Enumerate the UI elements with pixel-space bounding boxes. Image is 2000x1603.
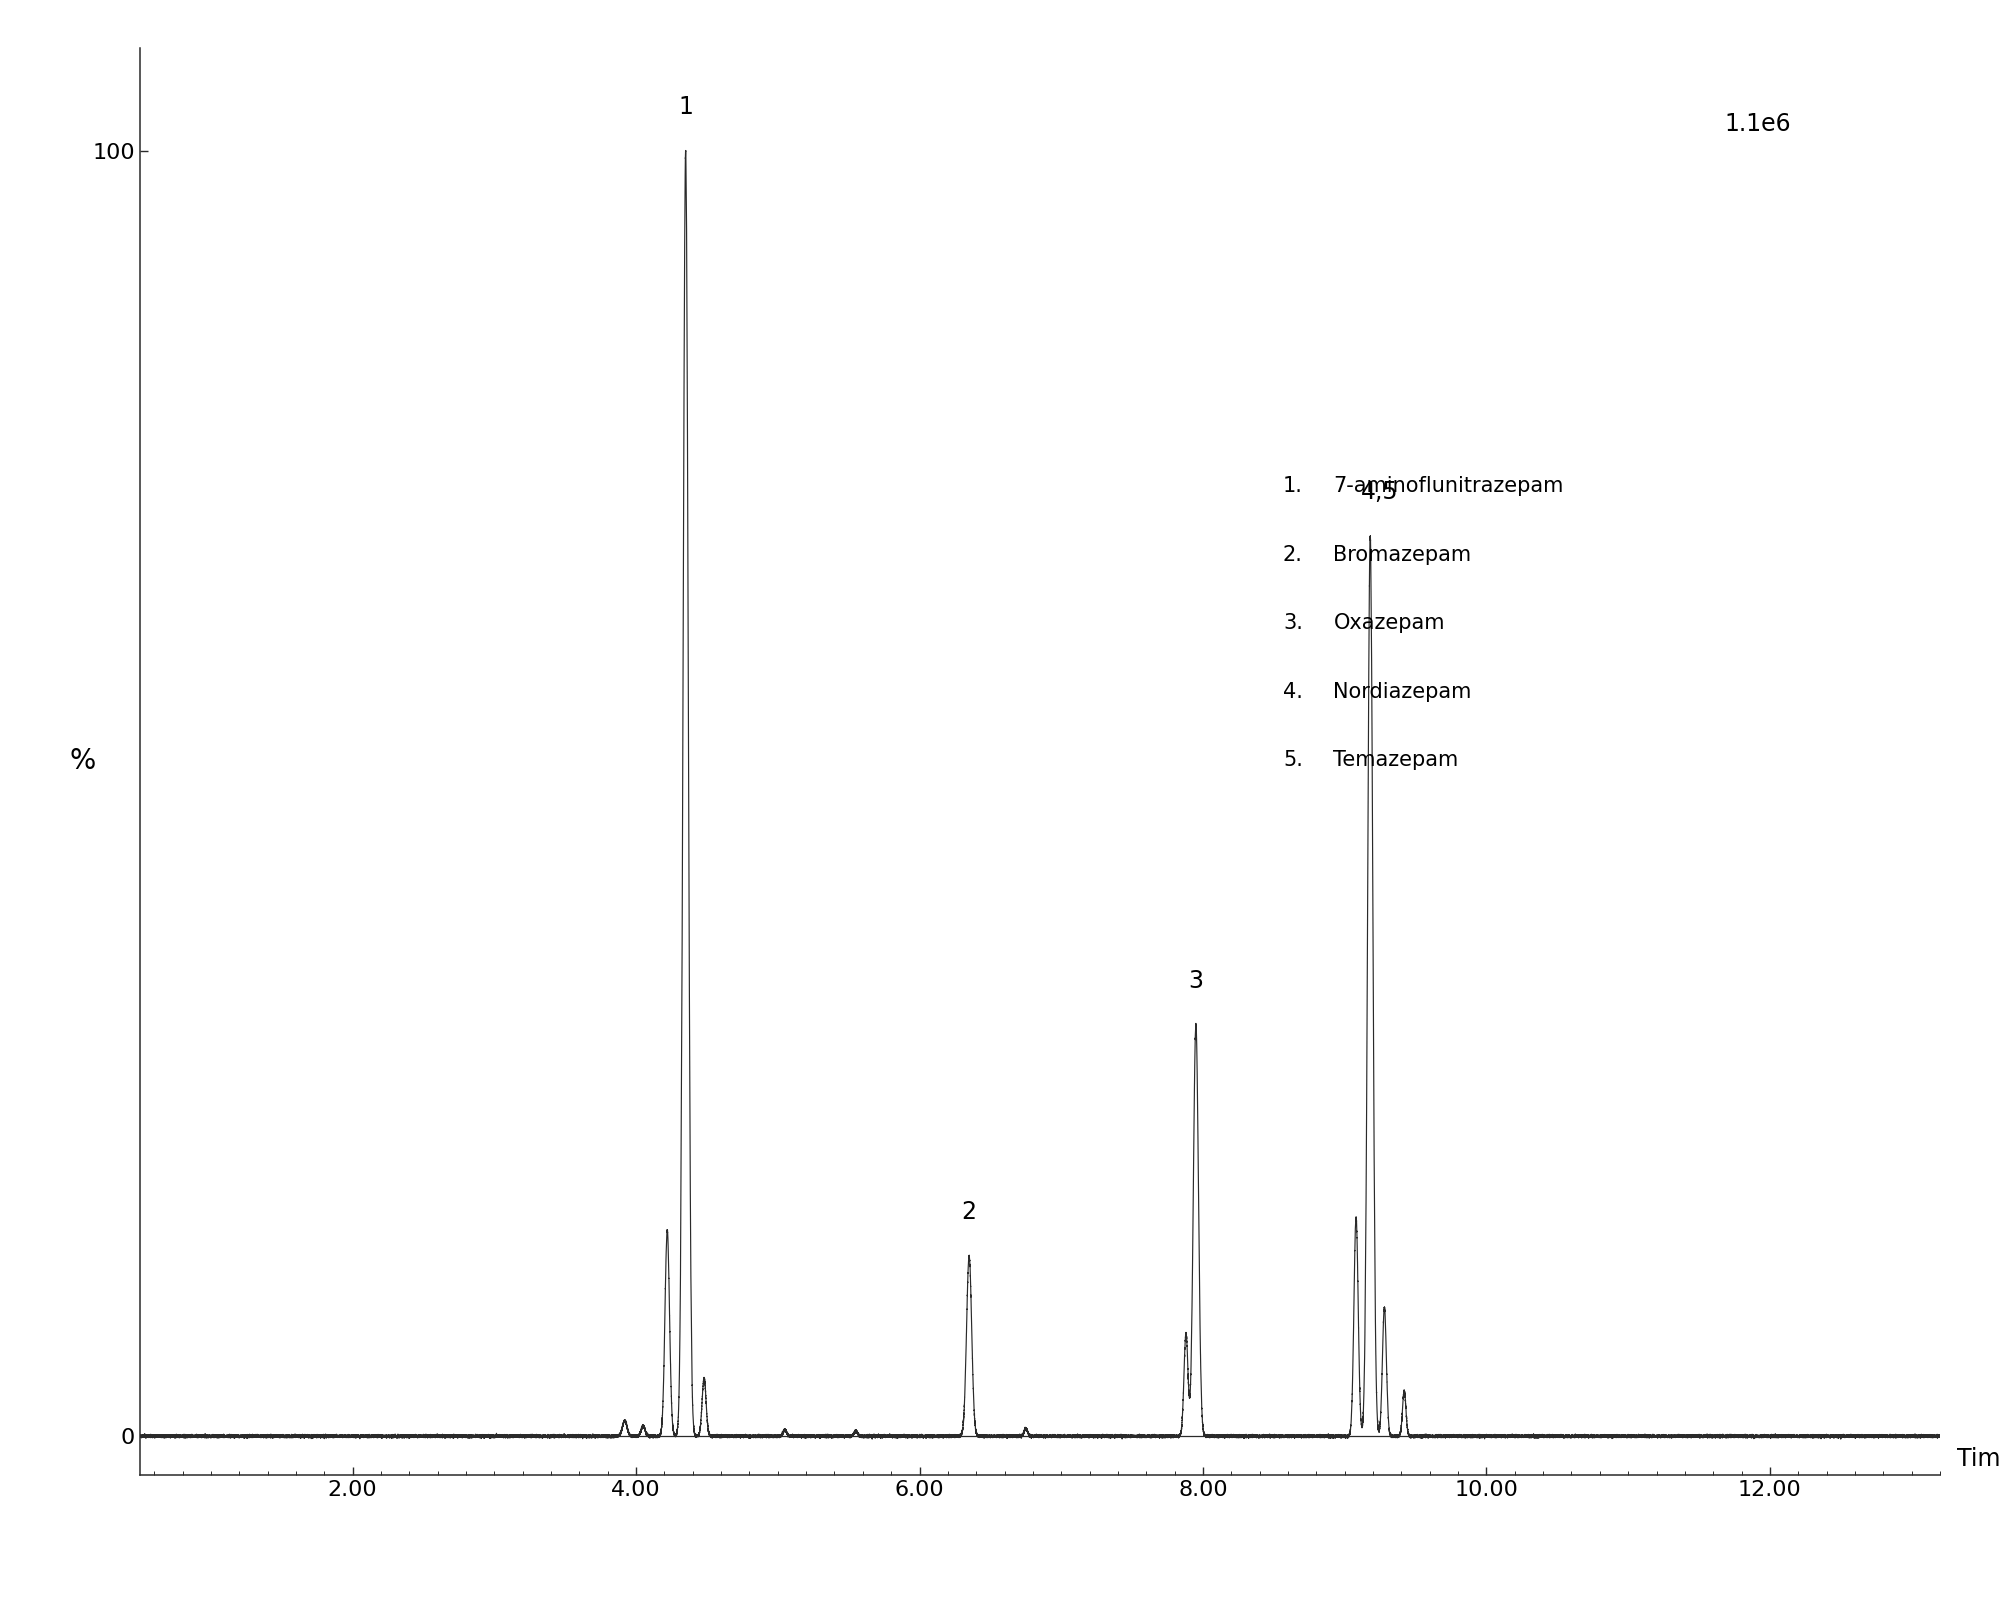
Text: 3.: 3.	[1284, 612, 1302, 633]
Text: 4,5: 4,5	[1362, 481, 1398, 505]
Text: Oxazepam: Oxazepam	[1334, 612, 1444, 633]
Text: 2.: 2.	[1284, 545, 1302, 564]
Text: 2: 2	[962, 1201, 976, 1225]
Text: 1.: 1.	[1284, 476, 1302, 495]
Y-axis label: %: %	[70, 747, 96, 776]
Text: Time: Time	[1958, 1448, 2000, 1472]
Text: Bromazepam: Bromazepam	[1334, 545, 1472, 564]
Text: 3: 3	[1188, 968, 1204, 992]
Text: 1: 1	[678, 95, 694, 119]
Text: Nordiazepam: Nordiazepam	[1334, 681, 1472, 702]
Text: 5.: 5.	[1284, 750, 1302, 769]
Text: 1.1e6: 1.1e6	[1724, 112, 1790, 136]
Text: 4.: 4.	[1284, 681, 1302, 702]
Text: 7-aminoflunitrazepam: 7-aminoflunitrazepam	[1334, 476, 1564, 495]
Text: Temazepam: Temazepam	[1334, 750, 1458, 769]
